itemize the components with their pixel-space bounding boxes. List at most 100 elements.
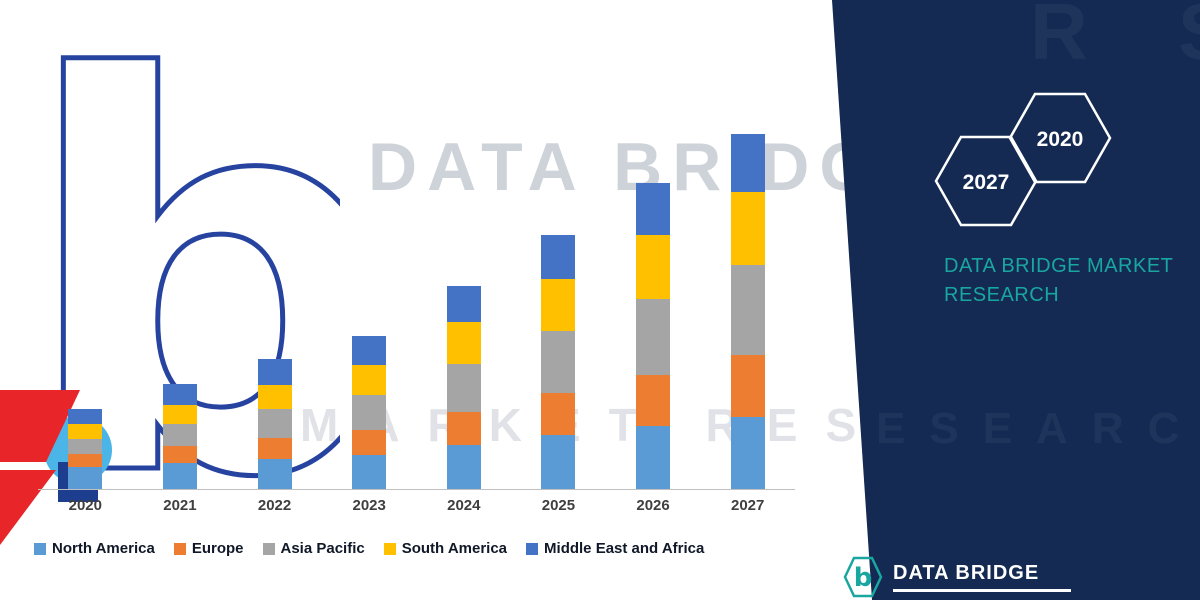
hexagon-year-2027: 2027 [963,171,1010,194]
bar-segment-north-america [162,463,197,489]
x-axis-label-2025: 2025 [541,497,576,514]
footer-logo-icon: b [843,556,883,598]
x-axis-label-2024: 2024 [447,497,481,514]
chart-legend: North America Europe Asia Pacific South Ame… [34,540,704,557]
panel-title-line2: RESEARCH [944,284,1060,306]
bar-segment-middle-east-and-africa [636,183,671,235]
bar-segment-asia-pacific [257,409,292,438]
panel-title: DATA BRIDGE MARKET RESEARCH [944,252,1184,310]
legend-marker-north-america [34,542,46,555]
legend-item-europe: Europe [173,540,244,557]
x-axis-label-2027: 2027 [731,497,765,514]
bar-segment-north-america [352,455,387,489]
bar-segment-asia-pacific [352,395,387,430]
bar-segment-south-america [730,192,765,265]
bar-segment-middle-east-and-africa [446,286,481,322]
panel-watermark-mid: ESEARCH [876,404,1200,453]
bar-segment-south-america [636,235,671,299]
legend-item-south-america: South America [383,540,508,557]
panel-title-line1: DATA BRIDGE MARKET [944,255,1174,277]
bar-segment-europe [257,438,292,459]
bar-segment-middle-east-and-africa [257,359,292,385]
bar-stack-2020 [68,409,103,489]
bar-stack-2023 [352,336,387,489]
legend-marker-europe [173,542,186,555]
bar-segment-middle-east-and-africa [352,336,387,365]
bar-segment-europe [68,454,103,467]
bar-segment-north-america [446,445,481,489]
stacked-bar-chart-plot [38,128,795,490]
bar-segment-asia-pacific [541,331,576,393]
bar-segment-north-america [730,417,765,489]
bar-stack-2027 [730,134,765,489]
bar-segment-north-america [257,459,292,489]
legend-label-south-america: South America [401,540,508,557]
legend-item-middle-east-and-africa: Middle East and Africa [526,540,704,557]
bar-stack-2022 [257,359,292,489]
bar-column-2020 [38,128,133,489]
bar-column-2022 [227,128,322,489]
panel-watermark-top: R S [1030,0,1200,76]
footer-logo-text: DATA BRIDGE [893,562,1040,584]
bar-column-2024 [417,128,512,489]
legend-marker-south-america [383,542,396,555]
svg-text:b: b [854,563,873,593]
brand-logo-watermark: b [0,0,340,599]
legend-label-asia-pacific: Asia Pacific [280,540,365,557]
legend-marker-middle-east-and-africa [526,542,539,555]
bar-column-2025 [511,128,606,489]
bar-stack-2024 [446,286,481,489]
legend-item-north-america: North America [34,540,155,557]
x-axis-label-2021: 2021 [163,497,197,514]
bar-segment-asia-pacific [730,265,765,355]
bar-segment-middle-east-and-africa [730,134,765,192]
bar-segment-asia-pacific [68,439,103,454]
legend-item-asia-pacific: Asia Pacific [262,540,365,557]
logo-red-ribbon-icon [0,390,80,462]
bar-segment-middle-east-and-africa [68,409,103,424]
bar-segment-south-america [541,279,576,331]
bar-segment-north-america [68,467,103,489]
bar-column-2027 [700,128,795,489]
bar-stack-2025 [541,235,576,489]
bar-segment-north-america [636,426,671,489]
bar-segment-asia-pacific [162,424,197,446]
x-axis-label-2026: 2026 [636,497,670,514]
bar-segment-middle-east-and-africa [541,235,576,279]
legend-label-north-america: North America [52,540,155,557]
bar-stack-2026 [636,183,671,489]
x-axis-label-2020: 2020 [68,497,102,514]
bar-segment-europe [446,412,481,445]
bar-segment-south-america [352,365,387,395]
bar-segment-europe [636,375,671,426]
bar-column-2023 [322,128,417,489]
bar-column-2021 [133,128,228,489]
footer-underline [893,589,1071,592]
bar-segment-south-america [68,424,103,439]
bar-segment-asia-pacific [636,299,671,375]
logo-red-triangle-icon [0,470,56,545]
bar-segment-europe [162,446,197,463]
x-axis-label-2023: 2023 [352,497,386,514]
bar-segment-north-america [541,435,576,489]
bar-segment-south-america [162,405,197,424]
bar-column-2026 [606,128,701,489]
x-axis-label-2022: 2022 [257,497,292,514]
legend-label-middle-east-and-africa: Middle East and Africa [544,540,705,557]
bar-segment-asia-pacific [446,364,481,412]
legend-label-europe: Europe [191,540,244,557]
legend-marker-asia-pacific [262,542,275,555]
bar-segment-middle-east-and-africa [162,384,197,405]
bar-segment-europe [352,430,387,455]
bar-stack-2021 [162,384,197,489]
footer-logo: b DATA BRIDGE [843,556,1071,598]
hexagon-years-graphic: 2027 2020 [934,92,1112,227]
bar-segment-south-america [446,322,481,364]
x-axis-labels: 2020 2021 2022 2023 2024 2025 2026 2027 [38,497,795,514]
footer-text-wrap: DATA BRIDGE [893,562,1071,592]
bar-segment-europe [730,355,765,417]
hexagon-year-2020: 2020 [1037,128,1084,151]
bar-segment-south-america [257,385,292,409]
bar-segment-europe [541,393,576,435]
